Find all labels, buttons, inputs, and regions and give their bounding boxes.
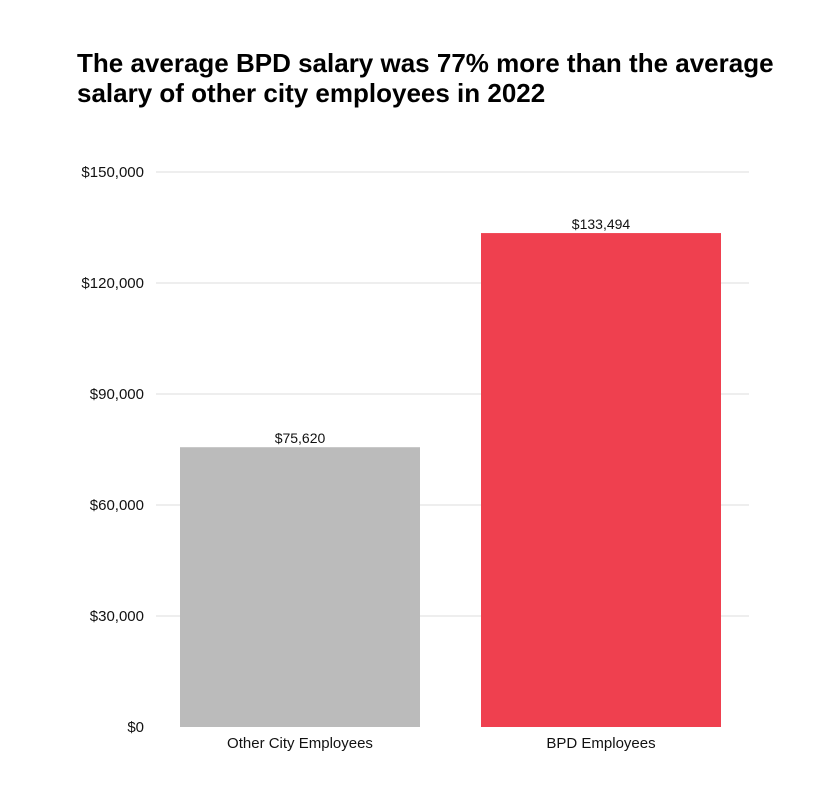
chart-title: The average BPD salary was 77% more than… bbox=[77, 48, 774, 108]
y-tick-label: $90,000 bbox=[90, 386, 144, 403]
x-axis-categories: Other City Employees BPD Employees bbox=[227, 735, 656, 752]
x-category-label: BPD Employees bbox=[546, 735, 655, 752]
bar-value-label: $75,620 bbox=[275, 430, 326, 446]
y-tick-label: $120,000 bbox=[81, 275, 144, 292]
bar-value-label: $133,494 bbox=[572, 216, 631, 232]
data-labels: $75,620 $133,494 bbox=[275, 216, 631, 446]
bar bbox=[180, 447, 420, 727]
y-axis-ticks: $0 $30,000 $60,000 $90,000 $120,000 $150,000 bbox=[81, 164, 144, 736]
y-tick-label: $150,000 bbox=[81, 164, 144, 181]
y-tick-label: $60,000 bbox=[90, 497, 144, 514]
y-tick-label: $0 bbox=[127, 719, 144, 736]
bars bbox=[180, 233, 721, 727]
bar bbox=[481, 233, 721, 727]
x-category-label: Other City Employees bbox=[227, 735, 373, 752]
y-tick-label: $30,000 bbox=[90, 608, 144, 625]
